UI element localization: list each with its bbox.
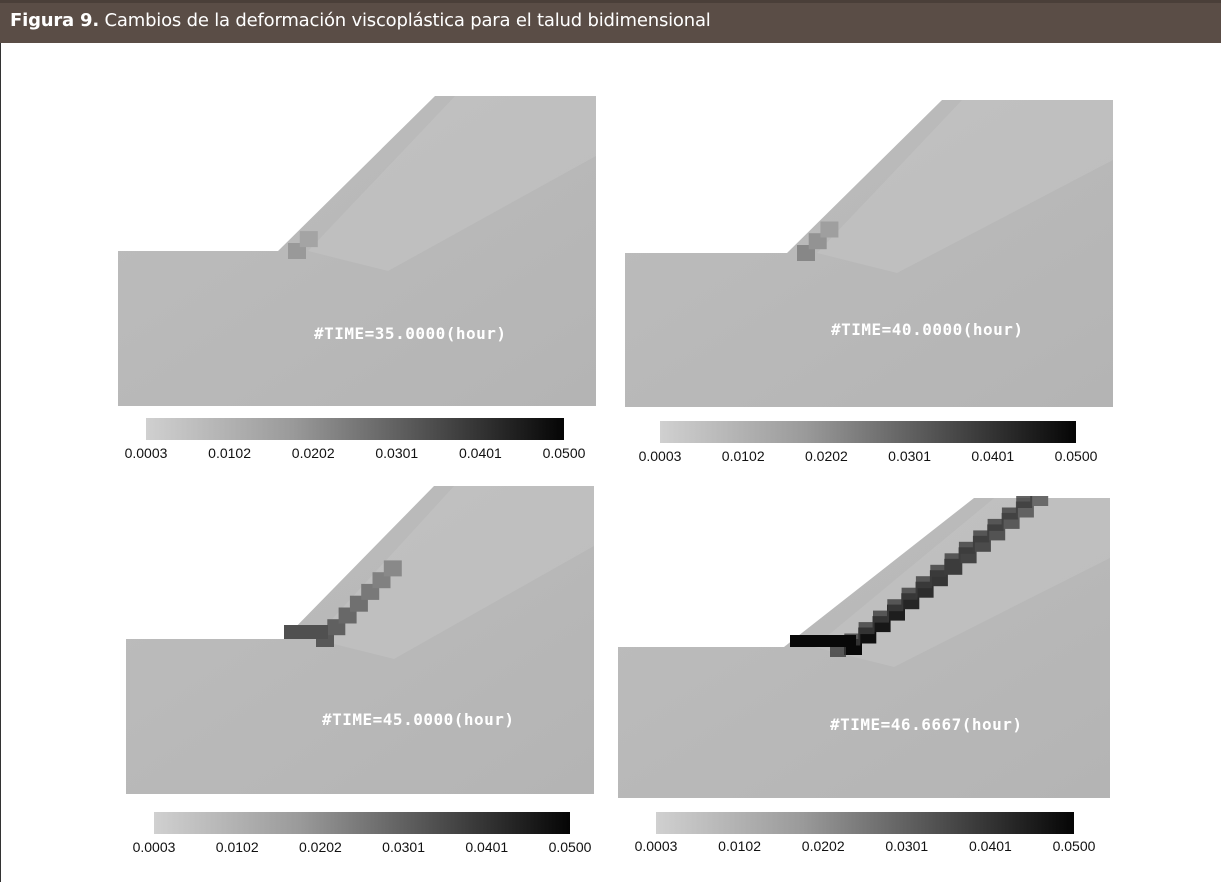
strain-cell: [973, 530, 990, 543]
slope-panel-time-35: #TIME=35.0000(hour) 0.0003 0.0102 0.0202 0.…: [118, 96, 598, 476]
strain-cell: [383, 560, 402, 577]
colorbar-tick-label: 0.0102: [208, 445, 251, 461]
strain-cell: [958, 541, 975, 554]
colorbar-tick-label: 0.0202: [805, 448, 848, 464]
time-label: #TIME=46.6667(hour): [830, 715, 1023, 734]
colorbar-gradient: [660, 421, 1076, 443]
colorbar-tick-label: 0.0102: [718, 838, 761, 854]
slope-panel-svg: #TIME=40.0000(hour) 0.0003 0.0102 0.0202 0.…: [625, 100, 1113, 464]
strain-cell: [830, 645, 846, 657]
colorbar-tick-label: 0.0401: [969, 838, 1012, 854]
colorbar: 0.0003 0.0102 0.0202 0.0301 0.0401 0.0500: [635, 812, 1096, 854]
colorbar: 0.0003 0.0102 0.0202 0.0301 0.0401 0.0500: [639, 421, 1098, 464]
strain-cell: [1030, 496, 1049, 506]
colorbar: 0.0003 0.0102 0.0202 0.0301 0.0401 0.0500: [133, 812, 592, 855]
slope-panel-time-46-6667: #TIME=46.6667(hour) 0.0003 0.0102 0.0202 0.…: [618, 496, 1112, 874]
colorbar-tick-label: 0.0202: [299, 839, 342, 855]
strain-cell: [987, 518, 1004, 531]
strain-cell: [930, 564, 947, 577]
figure-caption-text: Cambios de la deformación viscoplástica …: [99, 10, 711, 31]
strain-cell: [820, 221, 839, 238]
colorbar-tick-label: 0.0301: [885, 838, 928, 854]
figure-caption-label: Figura 9.: [10, 10, 100, 31]
strain-cell: [1016, 496, 1033, 508]
slope-shading: [314, 486, 594, 659]
strain-cell: [790, 635, 856, 647]
colorbar-tick-label: 0.0401: [971, 448, 1014, 464]
strain-cell: [299, 231, 318, 248]
slope-panel-time-40: #TIME=40.0000(hour) 0.0003 0.0102 0.0202 0.…: [625, 100, 1115, 480]
colorbar-tick-label: 0.0102: [722, 448, 765, 464]
strain-cell: [1001, 507, 1018, 520]
colorbar-tick-label: 0.0202: [292, 445, 335, 461]
colorbar-gradient: [656, 812, 1074, 834]
time-label: #TIME=45.0000(hour): [322, 710, 515, 729]
colorbar-tick-label: 0.0500: [1053, 838, 1096, 854]
colorbar-tick-label: 0.0500: [543, 445, 586, 461]
colorbar-tick-label: 0.0102: [216, 839, 259, 855]
colorbar-gradient: [146, 418, 564, 440]
figure-caption: Figura 9. Cambios de la deformación visc…: [10, 10, 711, 31]
strain-overlay: [625, 100, 1113, 407]
colorbar-tick-label: 0.0003: [639, 448, 682, 464]
strain-cell: [284, 625, 328, 639]
strain-overlay: [118, 96, 596, 406]
time-label: #TIME=35.0000(hour): [314, 324, 507, 343]
colorbar-tick-label: 0.0301: [888, 448, 931, 464]
strain-cell: [915, 576, 932, 589]
colorbar-tick-label: 0.0401: [465, 839, 508, 855]
colorbar-tick-label: 0.0500: [1055, 448, 1098, 464]
slope-panel-svg: #TIME=45.0000(hour) 0.0003 0.0102 0.0202 0.…: [126, 486, 594, 855]
strain-overlay: [126, 486, 594, 794]
strain-overlay: [618, 496, 1110, 798]
colorbar-tick-label: 0.0301: [382, 839, 425, 855]
slope-shading: [817, 100, 1113, 273]
colorbar-tick-label: 0.0401: [459, 445, 502, 461]
strain-cell: [901, 587, 918, 600]
colorbar: 0.0003 0.0102 0.0202 0.0301 0.0401 0.0500: [125, 418, 586, 461]
colorbar-tick-label: 0.0003: [125, 445, 168, 461]
strain-cell: [887, 599, 904, 612]
slope-shading: [308, 96, 596, 271]
strain-cell: [944, 553, 961, 566]
strain-cell: [873, 610, 889, 623]
colorbar-tick-label: 0.0500: [549, 839, 592, 855]
time-label: #TIME=40.0000(hour): [831, 320, 1024, 339]
slope-panel-svg: #TIME=35.0000(hour) 0.0003 0.0102 0.0202 0.…: [118, 96, 596, 461]
colorbar-tick-label: 0.0301: [375, 445, 418, 461]
colorbar-tick-label: 0.0202: [802, 838, 845, 854]
strain-cell: [858, 622, 875, 635]
colorbar-tick-label: 0.0003: [133, 839, 176, 855]
figure-caption-bar: Figura 9. Cambios de la deformación visc…: [0, 0, 1221, 43]
colorbar-gradient: [154, 812, 570, 834]
slope-panel-time-45: #TIME=45.0000(hour) 0.0003 0.0102 0.0202 0.…: [126, 486, 596, 870]
colorbar-tick-label: 0.0003: [635, 838, 678, 854]
slope-panel-svg: #TIME=46.6667(hour) 0.0003 0.0102 0.0202 0.…: [618, 496, 1110, 854]
